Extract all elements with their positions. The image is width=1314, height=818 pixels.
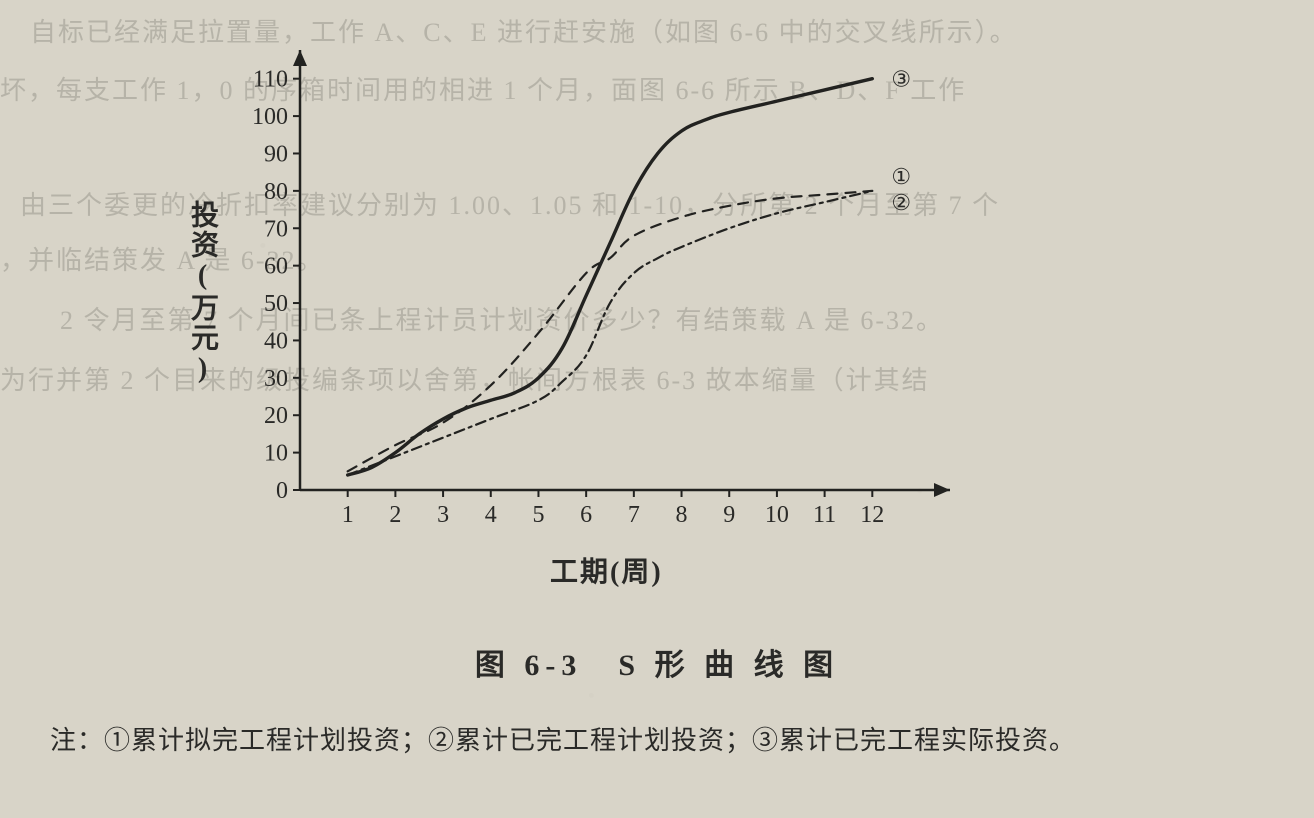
figure-caption: 图 6-3 S 形 曲 线 图	[0, 640, 1314, 684]
svg-text:1: 1	[342, 502, 354, 528]
note-item-2: ②累计已完工程计划投资；	[428, 726, 752, 755]
svg-text:20: 20	[264, 403, 288, 429]
svg-text:3: 3	[437, 502, 449, 528]
svg-text:80: 80	[264, 179, 288, 205]
note-prefix: 注：	[50, 726, 104, 755]
svg-text:11: 11	[813, 502, 836, 528]
svg-text:60: 60	[264, 254, 288, 280]
series-3	[348, 79, 873, 475]
svg-text:70: 70	[264, 216, 288, 242]
svg-text:0: 0	[276, 478, 288, 504]
svg-text:②: ②	[891, 190, 911, 215]
figure-note: 注：①累计拟完工程计划投资；②累计已完工程计划投资；③累计已完工程实际投资。	[50, 720, 1284, 757]
y-axis-label: 投资(万元)	[182, 200, 222, 386]
svg-text:50: 50	[264, 291, 288, 317]
x-axis-label: 工期(周)	[550, 550, 663, 590]
note-item-3: ③累计已完工程实际投资。	[752, 726, 1076, 755]
svg-text:8: 8	[676, 502, 688, 528]
s-curve-chart: 0102030405060708090100110123456789101112…	[200, 40, 980, 600]
svg-text:110: 110	[253, 67, 288, 93]
svg-text:5: 5	[532, 502, 544, 528]
svg-text:10: 10	[765, 502, 789, 528]
svg-text:①: ①	[891, 164, 911, 189]
svg-text:2: 2	[389, 502, 401, 528]
svg-text:10: 10	[264, 441, 288, 467]
svg-text:12: 12	[860, 502, 884, 528]
svg-text:90: 90	[264, 141, 288, 167]
svg-text:30: 30	[264, 366, 288, 392]
svg-text:4: 4	[485, 502, 497, 528]
svg-text:6: 6	[580, 502, 592, 528]
svg-text:9: 9	[723, 502, 735, 528]
svg-text:100: 100	[252, 104, 288, 130]
svg-text:7: 7	[628, 502, 640, 528]
svg-text:③: ③	[891, 67, 911, 92]
svg-text:40: 40	[264, 328, 288, 354]
series-2	[348, 191, 873, 475]
note-item-1: ①累计拟完工程计划投资；	[104, 726, 428, 755]
